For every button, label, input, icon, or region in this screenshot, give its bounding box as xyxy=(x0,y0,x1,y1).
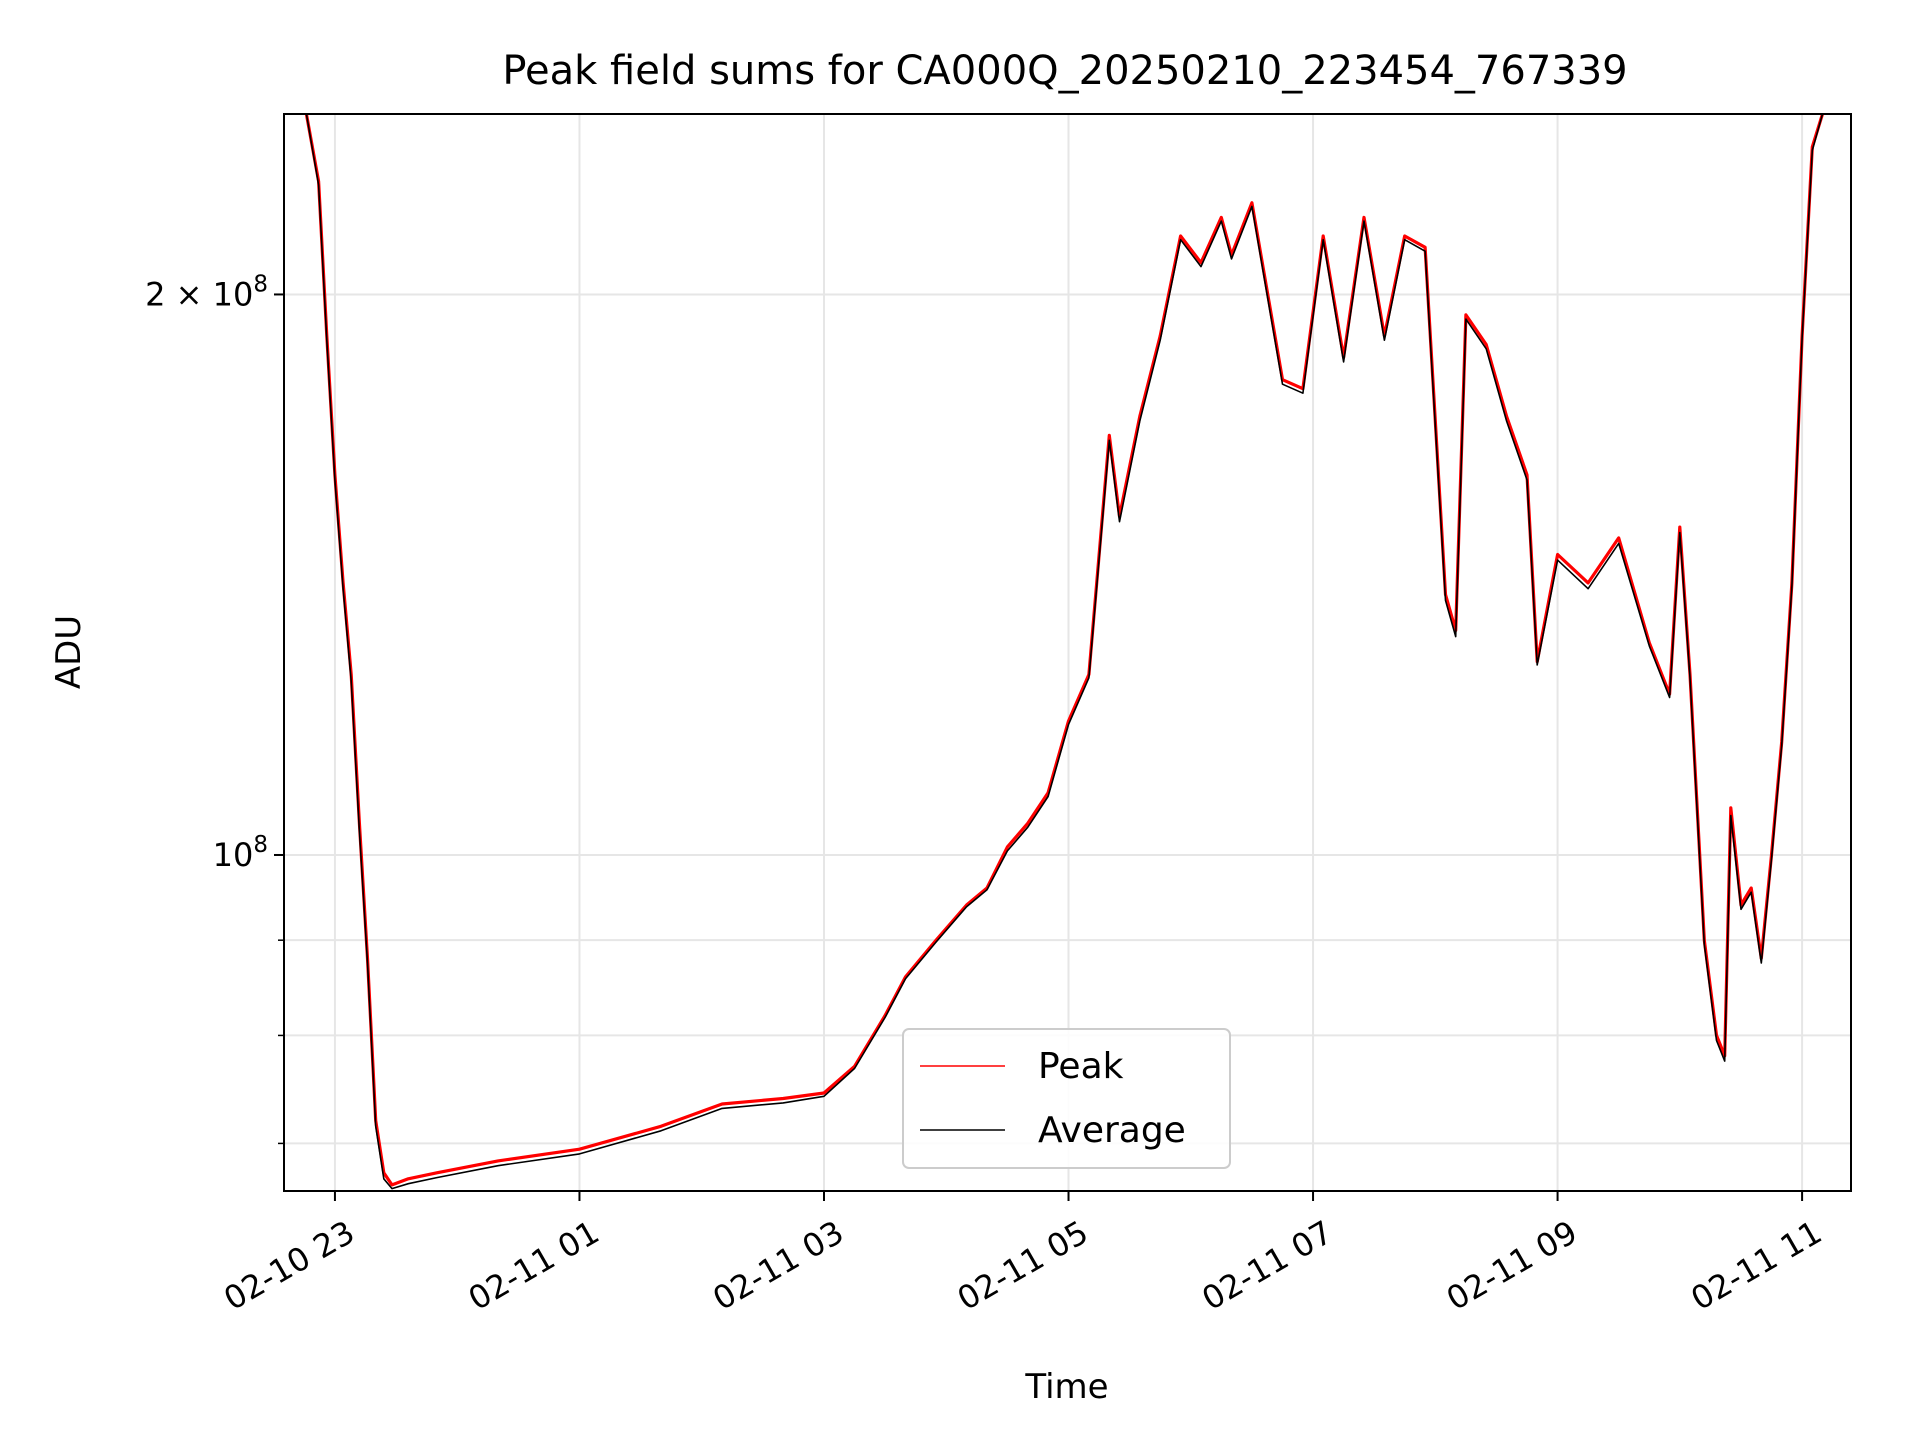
series-layer xyxy=(304,114,1825,1190)
plot-frame xyxy=(283,113,1852,1192)
legend-label-peak: Peak xyxy=(1038,1046,1124,1087)
y-axis-label: ADU xyxy=(49,615,89,689)
x-tick-label: 02-11 01 xyxy=(462,1213,606,1318)
x-tick-label: 02-10 23 xyxy=(217,1213,361,1318)
legend-label-average: Average xyxy=(1038,1110,1186,1151)
y-tick-label: 2 × 108 xyxy=(145,271,268,313)
x-tick-label: 02-11 03 xyxy=(706,1213,850,1318)
series-line-peak xyxy=(304,114,1825,1187)
x-tick-label: 02-11 09 xyxy=(1440,1213,1584,1318)
x-tick-label: 02-11 05 xyxy=(951,1213,1095,1318)
x-tick-label: 02-11 11 xyxy=(1684,1213,1828,1318)
x-tick-label: 02-11 07 xyxy=(1195,1213,1339,1318)
x-axis-label: Time xyxy=(1024,1367,1108,1407)
legend: Peak Average xyxy=(902,1028,1231,1169)
y-tick-label: 108 xyxy=(213,832,268,874)
series-line-average xyxy=(305,114,1824,1190)
legend-box xyxy=(902,1028,1231,1169)
chart-title: Peak field sums for CA000Q_20250210_2234… xyxy=(502,48,1627,94)
